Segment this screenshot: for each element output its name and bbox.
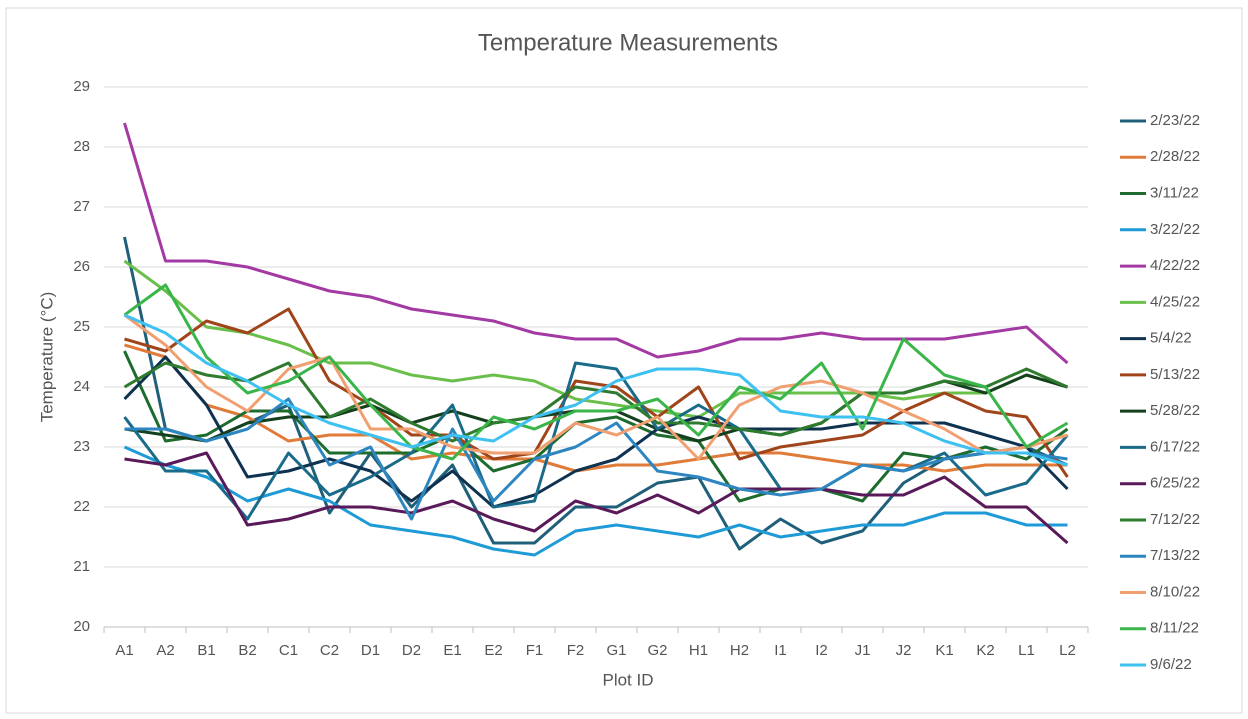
- y-tick-label: 21: [73, 558, 90, 575]
- x-tick-label: K1: [935, 642, 953, 659]
- y-tick-label: 27: [73, 198, 90, 215]
- x-tick-label: E1: [443, 642, 461, 659]
- legend-label: 2/23/22: [1150, 112, 1200, 129]
- legend-label: 2/28/22: [1150, 148, 1200, 165]
- y-tick-label: 28: [73, 138, 90, 155]
- x-tick-label: I2: [815, 642, 828, 659]
- x-tick-label: C1: [279, 642, 298, 659]
- x-tick-label: E2: [484, 642, 502, 659]
- series-line: [124, 451, 1069, 545]
- chart-title: Temperature Measurements: [478, 29, 778, 56]
- legend-label: 3/22/22: [1150, 221, 1200, 238]
- x-tick-label: B2: [238, 642, 256, 659]
- x-tick-label: G2: [647, 642, 667, 659]
- series-line: [123, 313, 1068, 461]
- legend-label: 6/17/22: [1150, 438, 1200, 455]
- legend-label: 9/6/22: [1150, 656, 1192, 673]
- series-line: [124, 307, 1069, 478]
- legend-label: 5/28/22: [1150, 402, 1200, 419]
- x-axis-label: Plot ID: [602, 670, 653, 689]
- x-tick-label: J2: [896, 642, 912, 659]
- x-tick-label: K2: [976, 642, 994, 659]
- x-tick-label: B1: [197, 642, 215, 659]
- series-line: [123, 283, 1069, 461]
- y-axis-label: Temperature (°C): [37, 292, 56, 423]
- legend-label: 4/25/22: [1150, 293, 1200, 310]
- x-tick-label: A1: [115, 642, 133, 659]
- series-line: [123, 122, 1069, 365]
- x-tick-label: A2: [156, 642, 174, 659]
- legend-label: 7/12/22: [1150, 511, 1200, 528]
- x-tick-label: G1: [606, 642, 626, 659]
- legend-label: 8/10/22: [1150, 583, 1200, 600]
- legend-label: 4/22/22: [1150, 257, 1200, 274]
- x-tick-label: C2: [320, 642, 339, 659]
- chart-frame: [5, 7, 1243, 714]
- y-tick-label: 22: [73, 498, 90, 515]
- y-tick-label: 23: [73, 438, 90, 455]
- series-line: [123, 445, 1068, 557]
- x-tick-label: J1: [855, 642, 871, 659]
- series-line: [124, 397, 1068, 521]
- series-line: [123, 350, 1069, 503]
- y-tick-label: 25: [73, 318, 90, 335]
- series-line: [123, 313, 1068, 467]
- x-tick-label: I1: [774, 642, 787, 659]
- y-tick-label: 29: [73, 78, 90, 95]
- series-line: [123, 361, 1069, 443]
- y-tick-label: 26: [73, 258, 90, 275]
- y-tick-label: 24: [73, 378, 90, 395]
- legend-label: 3/11/22: [1150, 185, 1199, 202]
- x-tick-label: F2: [567, 642, 585, 659]
- x-tick-label: D1: [361, 642, 380, 659]
- x-tick-label: L2: [1059, 642, 1076, 659]
- legend-label: 5/4/22: [1150, 330, 1192, 347]
- legend-label: 7/13/22: [1150, 547, 1200, 564]
- legend-label: 5/13/22: [1150, 366, 1200, 383]
- x-tick-label: F1: [526, 642, 544, 659]
- x-tick-label: H1: [689, 642, 708, 659]
- series-line: [124, 343, 1068, 473]
- x-tick-label: L1: [1018, 642, 1035, 659]
- x-tick-label: D2: [402, 642, 421, 659]
- legend-label: 8/11/22: [1150, 620, 1199, 637]
- x-tick-label: H2: [730, 642, 749, 659]
- legend-label: 6/25/22: [1150, 475, 1200, 492]
- series-line: [123, 259, 1068, 419]
- series-line: [123, 355, 1069, 509]
- y-tick-label: 20: [73, 618, 90, 635]
